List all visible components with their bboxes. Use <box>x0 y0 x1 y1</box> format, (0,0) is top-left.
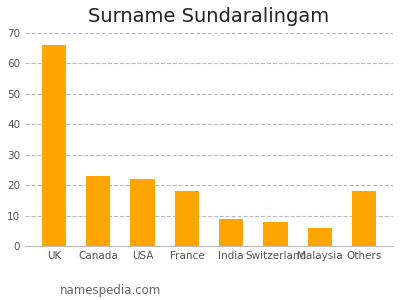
Bar <box>219 219 243 246</box>
Bar <box>130 179 155 246</box>
Bar <box>175 191 199 246</box>
Title: Surname Sundaralingam: Surname Sundaralingam <box>88 7 330 26</box>
Bar <box>308 228 332 246</box>
Bar <box>86 176 110 246</box>
Bar <box>352 191 376 246</box>
Bar <box>42 45 66 246</box>
Text: namespedia.com: namespedia.com <box>60 284 161 297</box>
Bar <box>263 222 288 246</box>
